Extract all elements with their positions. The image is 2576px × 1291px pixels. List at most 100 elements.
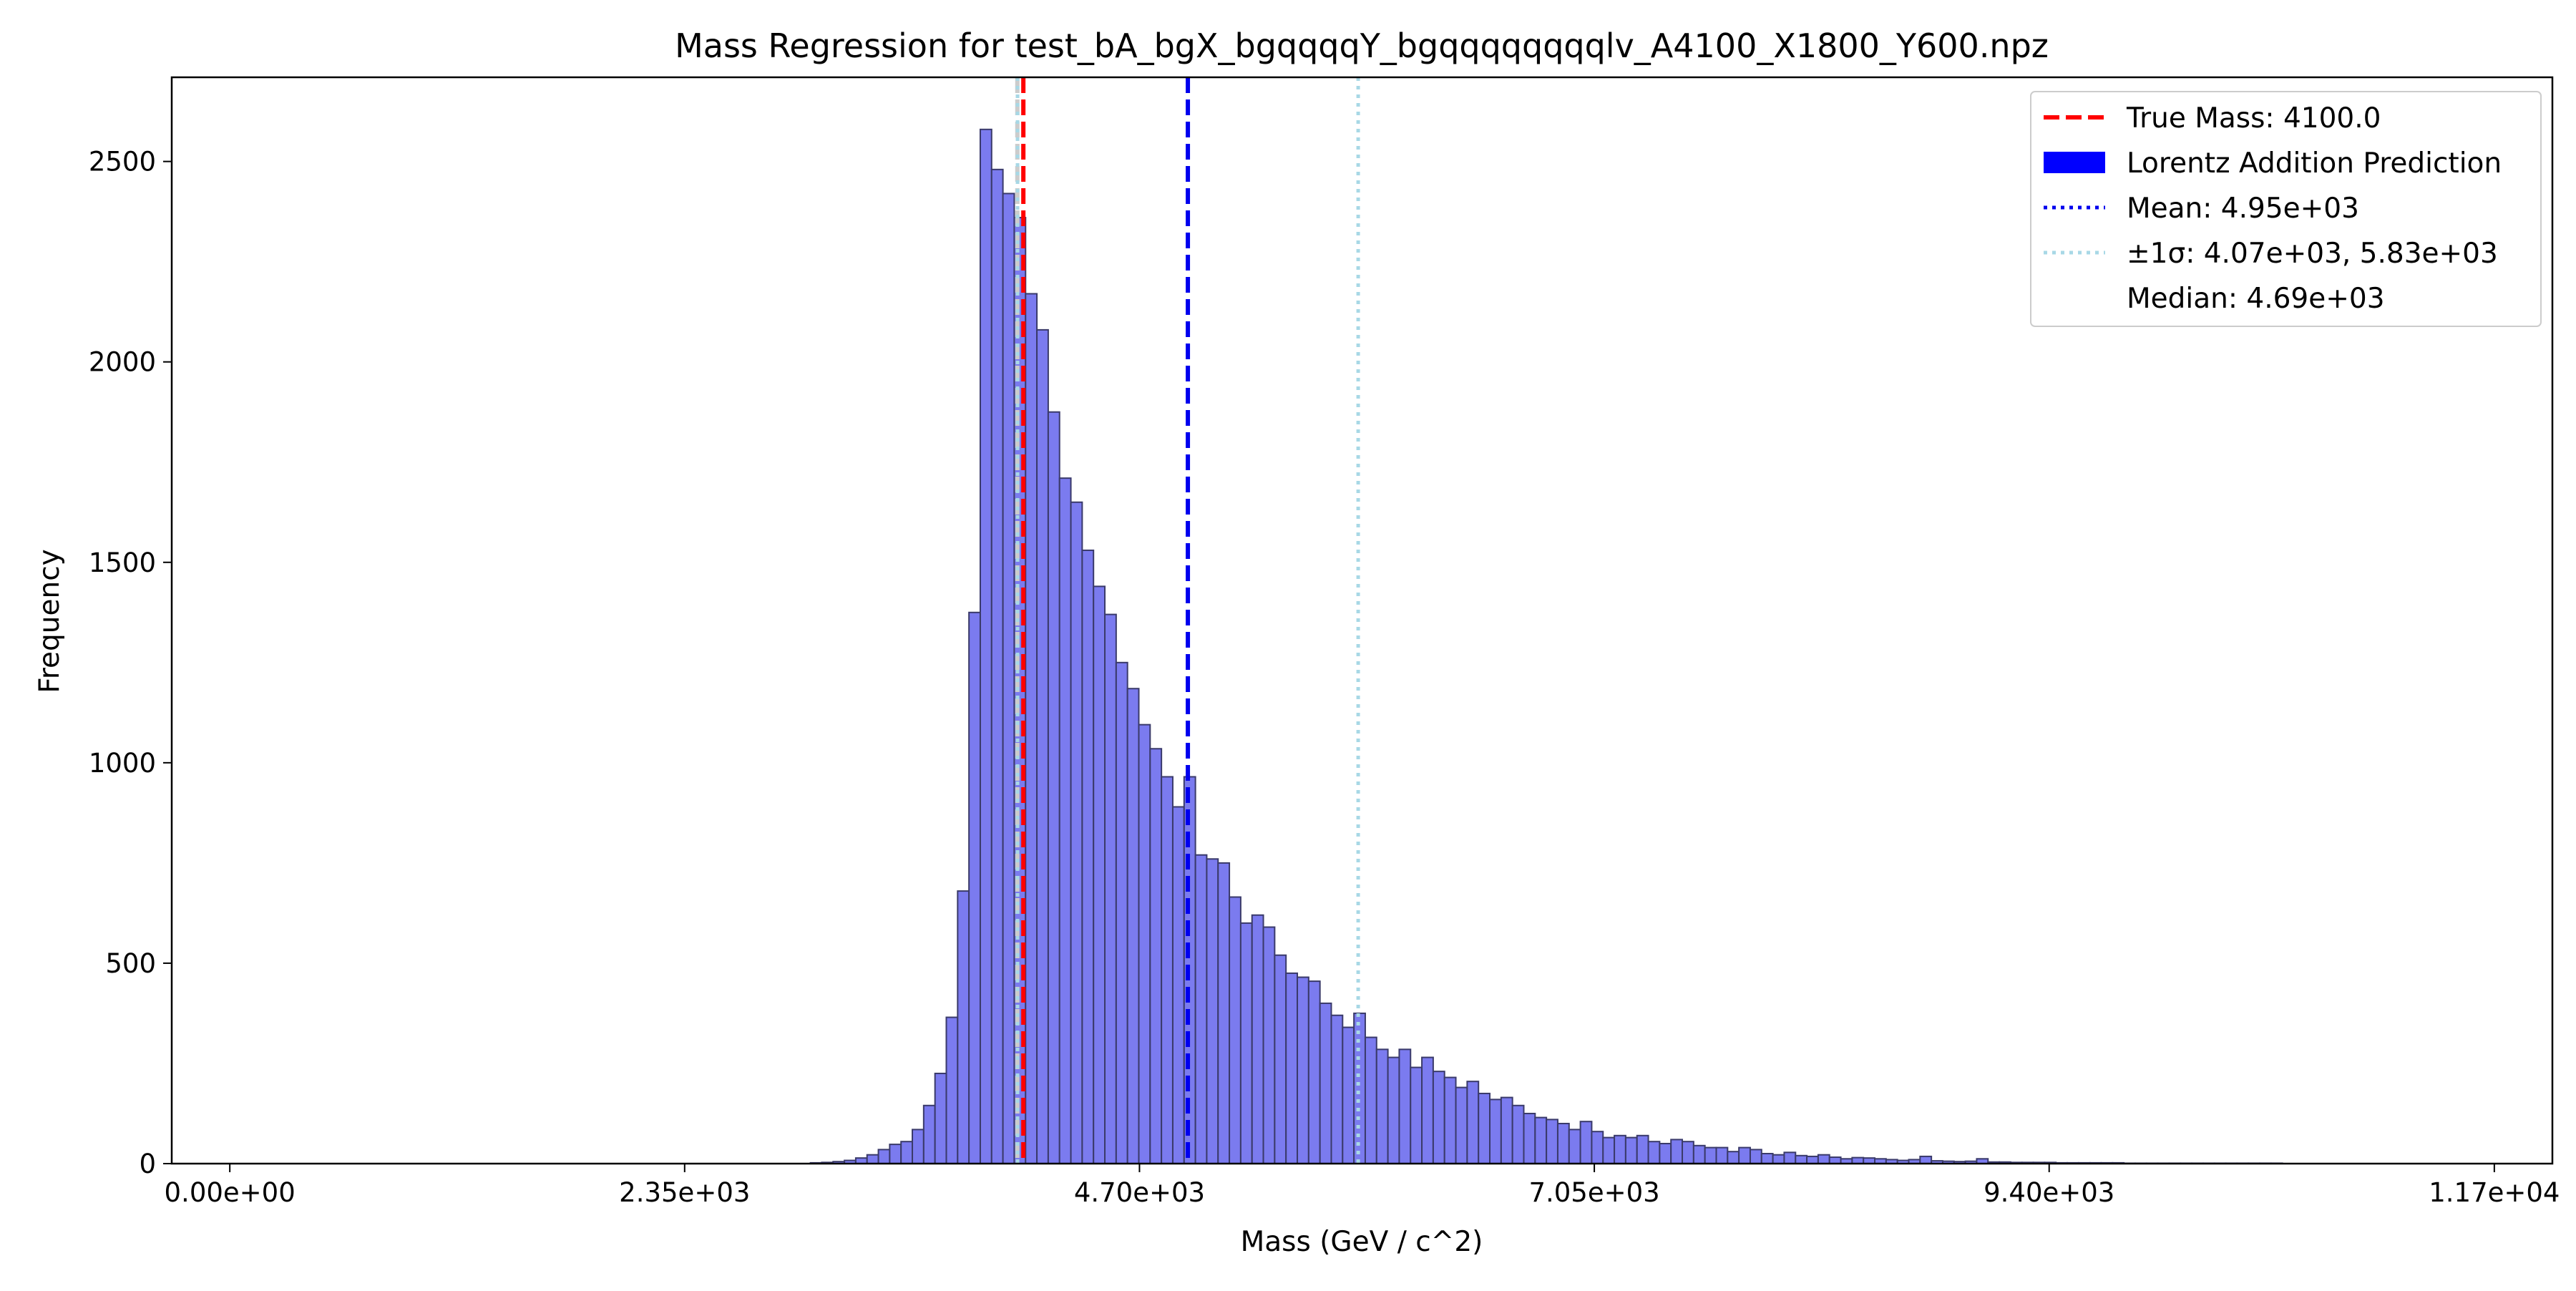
- x-tick-label: 4.70e+03: [1074, 1177, 1205, 1208]
- histogram-bar: [900, 1141, 914, 1164]
- legend-handle: [2044, 152, 2105, 173]
- histogram-bar: [922, 1104, 936, 1165]
- histogram-bar: [1229, 896, 1241, 1164]
- histogram-bar: [1478, 1092, 1491, 1164]
- histogram-bar: [1443, 1076, 1457, 1164]
- histogram-bar: [1070, 501, 1083, 1164]
- histogram-bar: [1556, 1122, 1570, 1164]
- histogram-bar: [1398, 1048, 1412, 1164]
- histogram-bar: [866, 1154, 879, 1165]
- y-tick-label: 2000: [89, 347, 156, 378]
- histogram-bar: [1171, 806, 1185, 1164]
- histogram-bar: [1659, 1142, 1672, 1164]
- histogram-bar: [1104, 613, 1117, 1164]
- histogram-bar: [1081, 549, 1095, 1164]
- histogram-bar: [1387, 1056, 1400, 1165]
- histogram-bar: [1194, 854, 1208, 1164]
- legend-label: Median: 4.69e+03: [2127, 283, 2385, 315]
- histogram-bar: [1297, 976, 1309, 1165]
- histogram-bar: [1455, 1086, 1468, 1164]
- x-tick-label: 7.05e+03: [1528, 1177, 1659, 1208]
- x-tick-label: 9.40e+03: [1984, 1177, 2114, 1208]
- histogram-bar: [1523, 1112, 1536, 1164]
- histogram-bar: [1772, 1154, 1785, 1165]
- histogram-bar: [934, 1072, 947, 1164]
- histogram-bar: [1466, 1081, 1480, 1165]
- histogram-bar: [1795, 1154, 1808, 1165]
- histogram-bar: [1919, 1155, 1933, 1165]
- histogram-bar: [1115, 661, 1128, 1164]
- histogram-bar: [1274, 954, 1287, 1164]
- histogram-bar: [1602, 1136, 1616, 1164]
- histogram-bar: [1262, 926, 1276, 1164]
- legend-label: Lorentz Addition Prediction: [2127, 147, 2502, 180]
- histogram-bar: [1206, 858, 1219, 1165]
- histogram-bar: [1727, 1151, 1740, 1164]
- histogram-bar: [1851, 1156, 1865, 1164]
- histogram-bar: [1704, 1146, 1717, 1164]
- histogram-bar: [1783, 1151, 1797, 1164]
- histogram-bar: [1421, 1056, 1434, 1165]
- y-tick-label: 1500: [89, 547, 156, 578]
- histogram-bar: [877, 1149, 891, 1165]
- histogram-bar: [990, 168, 1004, 1165]
- histogram-bar: [1036, 328, 1049, 1164]
- histogram-bar: [1217, 862, 1231, 1164]
- histogram-bar: [1614, 1134, 1626, 1165]
- x-tick-label: 0.00e+00: [165, 1177, 296, 1208]
- x-tick-label: 1.17e+04: [2429, 1177, 2560, 1208]
- legend-label: Mean: 4.95e+03: [2127, 193, 2359, 225]
- legend: True Mass: 4100.0 Lorentz Addition Predic…: [2030, 91, 2542, 327]
- histogram-bar: [1025, 293, 1038, 1165]
- histogram-bar: [1330, 1014, 1344, 1164]
- histogram-bar: [968, 611, 981, 1164]
- x-axis-label: Mass (GeV / c^2): [1241, 1226, 1483, 1258]
- y-tick-label: 2500: [89, 147, 156, 177]
- histogram-bar: [1568, 1129, 1581, 1165]
- histogram-bar: [1058, 477, 1072, 1164]
- histogram-bar: [1500, 1096, 1513, 1164]
- histogram-bar: [1319, 1002, 1332, 1164]
- legend-label: True Mass: 4100.0: [2126, 102, 2381, 135]
- y-tick-label: 0: [139, 1149, 156, 1179]
- y-axis-label: Frequency: [34, 549, 66, 693]
- histogram-bar: [1817, 1154, 1830, 1165]
- histogram-bar: [1047, 411, 1060, 1164]
- histogram-bar: [1161, 776, 1174, 1164]
- x-tick-label: 2.35e+03: [619, 1177, 750, 1208]
- y-tick-label: 500: [105, 948, 156, 979]
- histogram-bar: [912, 1129, 924, 1165]
- histogram-bar: [1410, 1066, 1423, 1165]
- histogram-bar: [1093, 585, 1106, 1164]
- x-axis-ticks: 0.00e+00 2.35e+03 4.70e+03 7.05e+03 9.40e+03…: [165, 1164, 2560, 1208]
- histogram-bar: [1738, 1146, 1751, 1164]
- histogram-bar: [1239, 922, 1253, 1165]
- histogram-bar: [1432, 1071, 1445, 1165]
- histogram-bar: [1715, 1146, 1729, 1164]
- histogram-bar: [1591, 1131, 1604, 1164]
- histogram-bar: [1682, 1141, 1694, 1164]
- histogram-bar: [1375, 1048, 1389, 1164]
- histogram-bar: [1806, 1155, 1819, 1165]
- histogram-bars: [809, 128, 2283, 1165]
- histogram-bar: [1149, 748, 1163, 1164]
- histogram-bar: [1002, 193, 1015, 1165]
- histogram-bar: [1546, 1119, 1558, 1165]
- histogram-bar: [1692, 1144, 1706, 1165]
- histogram-bar: [1647, 1141, 1661, 1164]
- histogram-bar: [979, 128, 992, 1165]
- histogram-bar: [945, 1016, 959, 1165]
- histogram-bar: [1353, 1012, 1366, 1164]
- plot-frame: [170, 76, 2554, 1165]
- histogram-bar: [1624, 1136, 1638, 1164]
- histogram-bar: [1364, 1036, 1377, 1165]
- histogram-bar: [1749, 1149, 1762, 1165]
- legend-box: [2030, 91, 2542, 327]
- histogram-bar: [1534, 1116, 1548, 1164]
- histogram-bar: [1307, 980, 1321, 1164]
- legend-label: ±1σ: 4.07e+03, 5.83e+03: [2127, 238, 2498, 270]
- histogram-bar: [1489, 1098, 1502, 1165]
- histogram-bar: [889, 1144, 902, 1164]
